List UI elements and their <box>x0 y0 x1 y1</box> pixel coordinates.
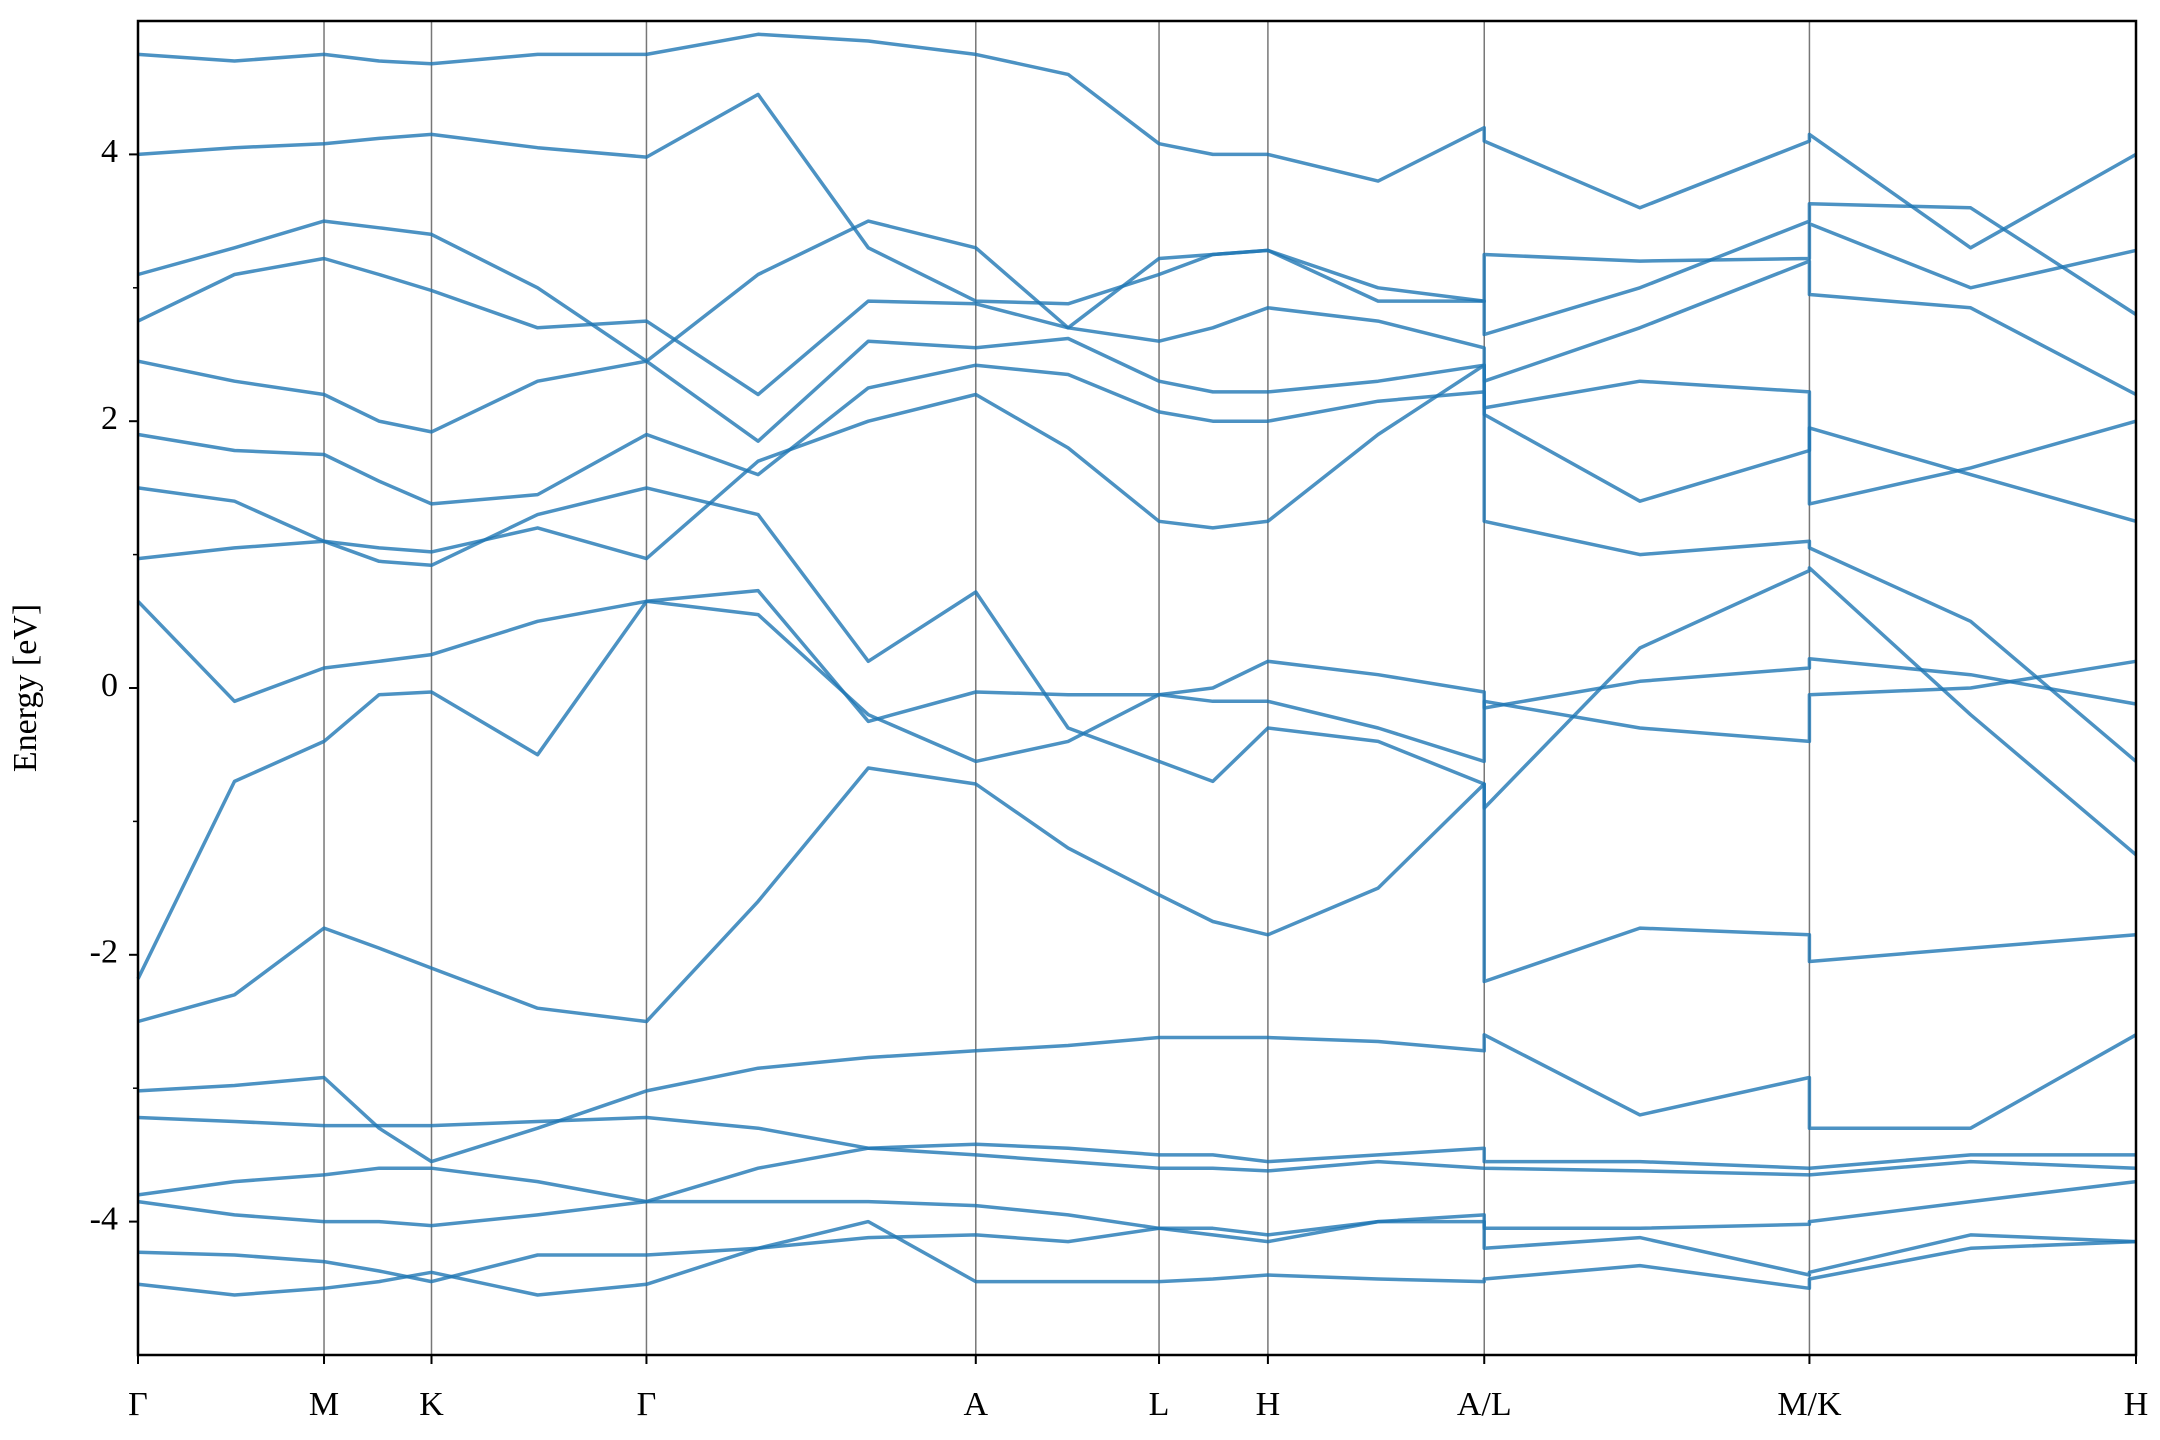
x-tick-label: A/L <box>1457 1386 1512 1423</box>
band-line <box>137 92 2137 306</box>
x-tick-label: Γ <box>637 1386 657 1423</box>
band-line <box>137 363 2137 523</box>
band-line <box>137 766 2137 1024</box>
y-tick-label: 2 <box>101 400 118 437</box>
x-tick-label: A <box>964 1386 989 1423</box>
x-tick-label: M/K <box>1777 1386 1842 1423</box>
y-tick-label: 0 <box>101 667 118 704</box>
y-tick-label: -4 <box>90 1200 118 1237</box>
band-line <box>136 588 2137 980</box>
band-line <box>137 202 2137 363</box>
band-line <box>137 1115 2137 1177</box>
band-line <box>137 486 2138 857</box>
band-line <box>137 1033 2137 1164</box>
y-tick-label: -2 <box>90 934 118 971</box>
band-line <box>136 599 2137 764</box>
y-axis-label: Energy [eV] <box>7 604 44 772</box>
y-tick-label: 4 <box>101 133 118 170</box>
band-line <box>137 336 2137 506</box>
x-tick-label: Γ <box>128 1386 148 1423</box>
x-tick-label: H <box>2124 1386 2149 1423</box>
x-tick-label: K <box>419 1386 444 1423</box>
band-line <box>137 1219 2137 1284</box>
band-line <box>137 256 2137 397</box>
band-line <box>137 1179 2137 1237</box>
band-line <box>137 363 2138 763</box>
plot-frame <box>136 19 2138 1357</box>
x-tick-label: H <box>1256 1386 1281 1423</box>
x-tick-label: M <box>309 1386 339 1423</box>
x-tick-label: L <box>1149 1386 1170 1423</box>
band-line <box>137 32 2137 250</box>
band-line <box>137 1142 2136 1204</box>
